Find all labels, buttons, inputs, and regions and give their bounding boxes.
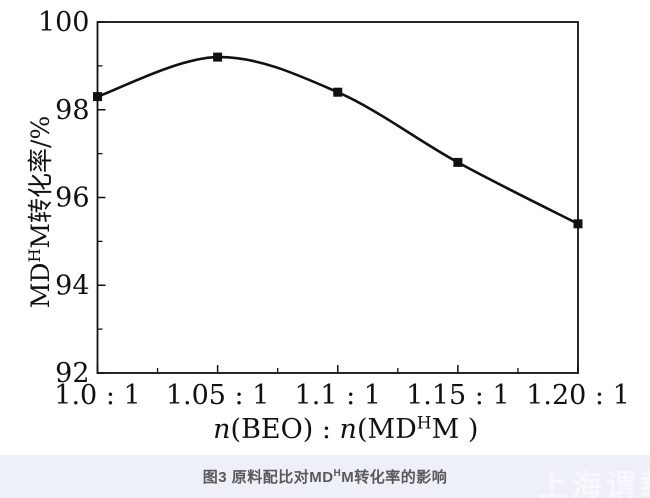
y-axis-tick-label: 98: [55, 95, 89, 126]
y-axis-tick-label: 94: [55, 270, 89, 301]
x-axis-tick-label: 1.1 : 1: [295, 380, 381, 411]
y-axis-title: MDHM转化率/%: [25, 116, 55, 308]
y-axis-tick-label: 96: [55, 183, 89, 214]
data-point-marker: [213, 52, 223, 62]
conversion-line-chart: 92 94 96 98 100 1.0 : 1 1.05 : 1 1.1 : 1 1.15 : …: [25, 7, 630, 445]
watermark-text: 上海谓载: [538, 470, 650, 498]
x-axis-tick-label: 1.0 : 1: [54, 380, 140, 411]
x-axis-title: n(BEO) : n(MDHM ): [213, 413, 478, 445]
data-point-marker: [93, 92, 102, 102]
conversion-curve: [97, 55, 579, 225]
plot-border: [96, 21, 579, 374]
data-point-marker: [453, 157, 463, 167]
x-axis-tick-label: 1.15 : 1: [406, 380, 510, 411]
y-axis-tick-label: 100: [38, 7, 90, 38]
x-axis-tick-label: 1.20 : 1: [526, 380, 630, 411]
x-axis-tick-label: 1.05 : 1: [166, 380, 270, 411]
caption-bar: 图3 原料配比对MDHM转化率的影响 上海谓载: [0, 455, 650, 498]
y-axis-tick-label: 92: [55, 358, 89, 389]
data-point-marker: [333, 87, 343, 97]
data-point-marker: [573, 219, 583, 229]
figure-caption: 图3 原料配比对MDHM转化率的影响: [202, 468, 448, 487]
